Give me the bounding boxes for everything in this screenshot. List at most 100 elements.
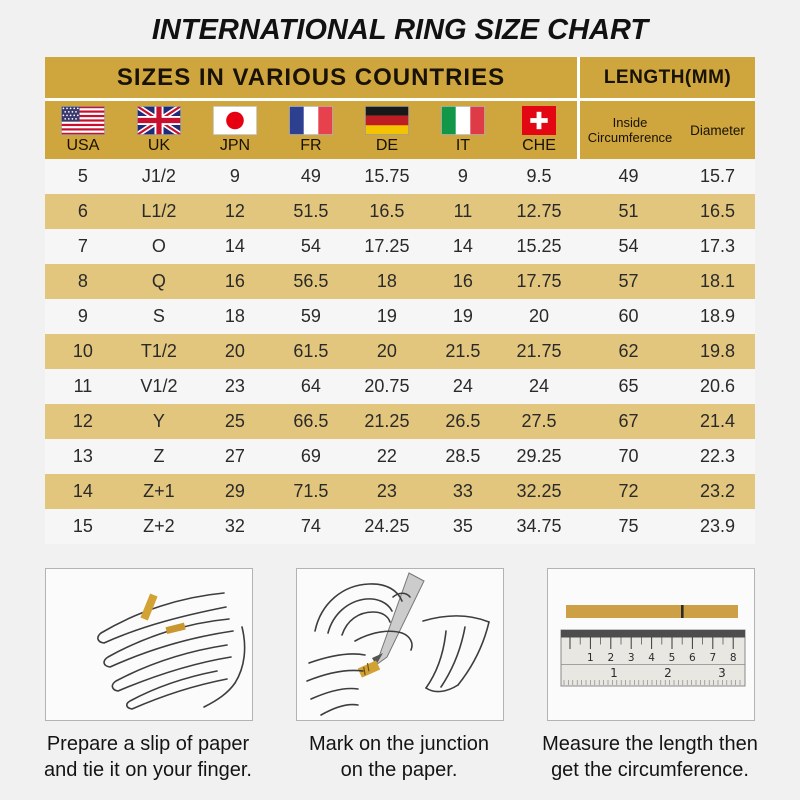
- caption-line: get the circumference.: [551, 759, 749, 781]
- size-cell: 19: [424, 299, 501, 334]
- size-row: 11 V1/2 23 64 20.75 24 24 65 20.6: [44, 369, 756, 404]
- caption-line: on the paper.: [340, 759, 458, 781]
- size-cell: 54: [272, 229, 349, 264]
- size-cell: 56.5: [272, 264, 349, 299]
- size-cell: 34.75: [500, 509, 578, 544]
- italy-flag-icon: [440, 105, 485, 135]
- size-cell: 25: [196, 404, 273, 439]
- size-cell: 15.7: [680, 159, 756, 194]
- size-cell: O: [120, 229, 197, 264]
- column-header-inside-circumference: Inside Circumference: [577, 101, 681, 159]
- country-code: IT: [455, 136, 471, 154]
- column-header-usa: USA: [44, 101, 121, 159]
- column-header-fr: FR: [272, 101, 349, 159]
- size-cell: 17.75: [500, 264, 578, 299]
- size-cell: 11: [424, 194, 501, 229]
- ruler-sketch: 1 2 3 4 5 6 7 8 1 2 3: [560, 605, 746, 687]
- size-cell: Y: [120, 404, 197, 439]
- size-cell: 20: [348, 334, 425, 369]
- country-code: JPN: [219, 136, 251, 154]
- size-cell: Z: [120, 439, 197, 474]
- column-header-row: USA UK JPN: [44, 101, 756, 159]
- size-cell: 15: [44, 509, 121, 544]
- size-cell: 35: [424, 509, 501, 544]
- size-cell: 15.25: [500, 229, 578, 264]
- column-header-uk: UK: [120, 101, 197, 159]
- svg-text:4: 4: [648, 652, 655, 664]
- size-cell: 9: [196, 159, 273, 194]
- size-cell: 72: [577, 474, 681, 509]
- paper-strip: [140, 593, 186, 635]
- size-cell: 16.5: [680, 194, 756, 229]
- size-cell: 49: [577, 159, 681, 194]
- size-row: 10 T1/2 20 61.5 20 21.5 21.75 62 19.8: [44, 334, 756, 369]
- size-cell: 29.25: [500, 439, 578, 474]
- size-cell: 74: [272, 509, 349, 544]
- svg-text:7: 7: [709, 652, 716, 664]
- size-cell: 21.4: [680, 404, 756, 439]
- section-header-row: SIZES IN VARIOUS COUNTRIES LENGTH(MM): [44, 57, 756, 101]
- size-cell: J1/2: [120, 159, 197, 194]
- svg-text:1: 1: [610, 666, 618, 680]
- size-cell: 65: [577, 369, 681, 404]
- size-cell: 18.1: [680, 264, 756, 299]
- size-cell: 49: [272, 159, 349, 194]
- size-cell: 9: [44, 299, 121, 334]
- instruction-caption: Prepare a slip of paper and tie it on yo…: [26, 731, 270, 783]
- instruction-step-1: Prepare a slip of paper and tie it on yo…: [44, 568, 253, 783]
- size-cell: 8: [44, 264, 121, 299]
- mark-junction-illustration: [296, 568, 504, 721]
- size-cell: 21.75: [500, 334, 578, 369]
- size-cell: 69: [272, 439, 349, 474]
- size-cell: 21.5: [424, 334, 501, 369]
- caption-line: Mark on the junction: [308, 733, 490, 755]
- size-cell: 14: [44, 474, 121, 509]
- section-header-countries: SIZES IN VARIOUS COUNTRIES: [44, 57, 578, 101]
- size-cell: 12.75: [500, 194, 578, 229]
- size-cell: 12: [44, 404, 121, 439]
- size-cell: 23.9: [680, 509, 756, 544]
- size-cell: 26.5: [424, 404, 501, 439]
- size-cell: 20: [500, 299, 578, 334]
- marking-hands-sketch: [306, 572, 490, 716]
- ring-size-table-body: 5 J1/2 9 49 15.75 9 9.5 49 15.7 6 L1/2 12 51.5 16.5 11…: [44, 159, 756, 544]
- size-cell: 22: [348, 439, 425, 474]
- country-code: DE: [375, 136, 399, 154]
- svg-text:2: 2: [607, 652, 614, 664]
- caption-line: and tie it on your finger.: [44, 759, 252, 781]
- instruction-caption: Mark on the junction on the paper.: [277, 731, 521, 783]
- size-cell: 27.5: [500, 404, 578, 439]
- size-cell: 11: [44, 369, 121, 404]
- size-cell: 7: [44, 229, 121, 264]
- instruction-caption: Measure the length then get the circumfe…: [528, 731, 772, 783]
- size-cell: 64: [272, 369, 349, 404]
- size-cell: 27: [196, 439, 273, 474]
- size-row: 12 Y 25 66.5 21.25 26.5 27.5 67 21.4: [44, 404, 756, 439]
- size-cell: 61.5: [272, 334, 349, 369]
- instruction-step-3: 1 2 3 4 5 6 7 8 1 2 3: [542, 568, 758, 783]
- size-cell: 20.6: [680, 369, 756, 404]
- size-cell: 66.5: [272, 404, 349, 439]
- size-cell: 18.9: [680, 299, 756, 334]
- size-cell: 12: [196, 194, 273, 229]
- svg-text:5: 5: [669, 652, 676, 664]
- size-cell: 32: [196, 509, 273, 544]
- size-cell: 6: [44, 194, 121, 229]
- size-cell: 18: [196, 299, 273, 334]
- size-row: 8 Q 16 56.5 18 16 17.75 57 18.1: [44, 264, 756, 299]
- size-cell: 70: [577, 439, 681, 474]
- size-cell: T1/2: [120, 334, 197, 369]
- uk-flag-icon: [136, 105, 181, 135]
- hand-with-paper-illustration: [45, 568, 253, 721]
- size-cell: 9.5: [500, 159, 578, 194]
- svg-text:3: 3: [718, 666, 726, 680]
- size-cell: 15.75: [348, 159, 425, 194]
- france-flag-icon: [288, 105, 333, 135]
- svg-text:1: 1: [587, 652, 594, 664]
- size-cell: 57: [577, 264, 681, 299]
- size-cell: 60: [577, 299, 681, 334]
- column-header-de: DE: [348, 101, 425, 159]
- size-row: 14 Z+1 29 71.5 23 33 32.25 72 23.2: [44, 474, 756, 509]
- size-cell: 19.8: [680, 334, 756, 369]
- size-cell: 54: [577, 229, 681, 264]
